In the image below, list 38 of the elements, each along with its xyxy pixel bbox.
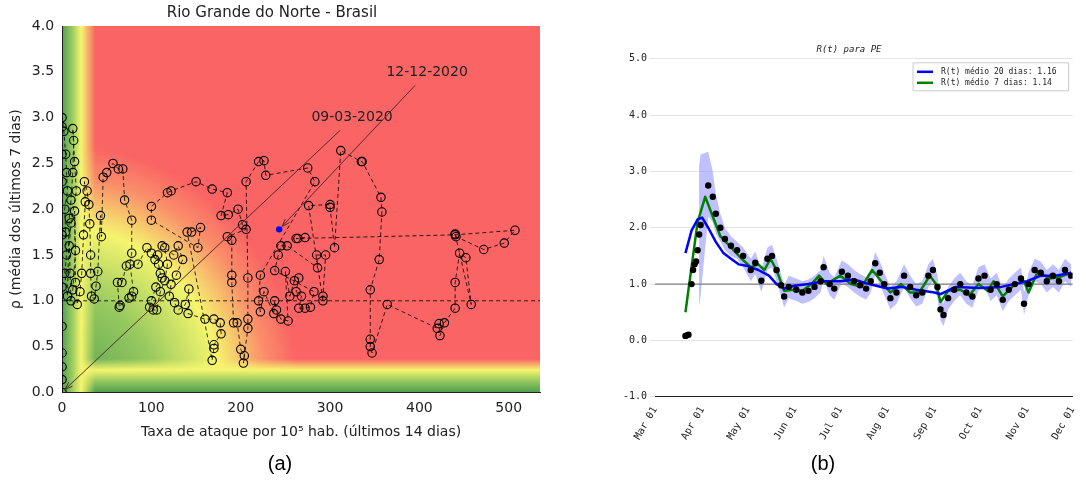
y-tick-label: -1.0	[622, 390, 648, 402]
annotation: 09-03-2020	[311, 108, 393, 125]
y-tick-label: 2.5	[31, 154, 55, 171]
y-tick-label: 1.0	[629, 277, 648, 289]
x-tick-label: 200	[227, 399, 255, 416]
y-tick-label: 1.0	[31, 291, 55, 308]
y-tick-label: 3.5	[31, 62, 55, 79]
y-tick-label: 4.0	[629, 108, 648, 120]
y-tick-label: 0.0	[629, 333, 648, 345]
text: (a)	[266, 452, 294, 475]
annotation: 12-12-2020	[386, 62, 468, 79]
x-tick-label: Jun 01	[771, 404, 799, 442]
x-tick-label: 400	[406, 399, 433, 416]
x-tick-label: 500	[495, 399, 523, 416]
x-tick-label: Jul 01	[816, 404, 845, 442]
text: (b)	[809, 452, 837, 475]
chart-title: R(t) para PE	[816, 43, 883, 54]
y-tick-label: 3.0	[629, 165, 648, 177]
x-tick-label: Sep 01	[910, 404, 939, 442]
x-tick-label: Aug 01	[863, 404, 892, 442]
y-tick-label: 0.0	[31, 383, 55, 400]
y-tick-label: 1.5	[31, 245, 55, 262]
y-tick-label: 2.0	[629, 221, 648, 233]
y-tick-label: 0.5	[31, 337, 55, 354]
legend-label: R(t) médio 20 dias: 1.16	[941, 65, 1057, 76]
y-axis-title: ρ (média dos últimos 7 dias)	[7, 109, 24, 309]
x-tick-label: 300	[316, 399, 344, 416]
x-tick-label: 100	[138, 399, 165, 416]
y-tick-label: 3.0	[31, 108, 55, 125]
x-tick-label: Dec 01	[1049, 404, 1077, 442]
chart-title: Rio Grande do Norte - Brasil	[166, 2, 378, 21]
legend-label: R(t) médio 7 dias: 1.14	[941, 76, 1052, 87]
y-tick-label: 4.0	[31, 16, 55, 33]
y-tick-label: 5.0	[629, 52, 648, 64]
x-axis-title: Taxa de ataque por 10⁵ hab. (últimos 14 dias)	[139, 423, 462, 440]
y-tick-label: 2.0	[31, 199, 55, 216]
x-tick-label: 0	[57, 399, 67, 416]
x-tick-label: Oct 01	[956, 404, 984, 442]
